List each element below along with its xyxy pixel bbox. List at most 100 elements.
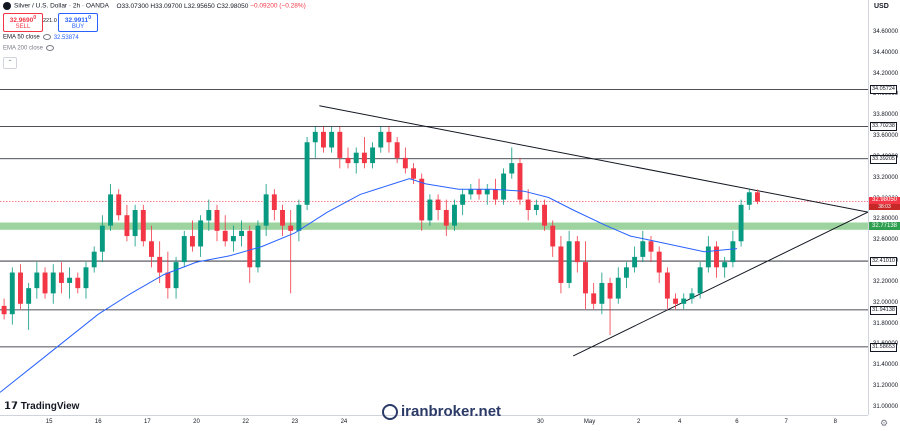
eye-off-icon[interactable] [46,45,55,51]
candle[interactable] [452,204,457,226]
price-axis[interactable]: USD 34.6000034.4000034.2000034.0000033.8… [868,0,900,415]
candle[interactable] [140,210,146,242]
collapse-legend-button[interactable]: ⌃ [3,57,17,69]
candle[interactable] [108,194,114,226]
candle[interactable] [132,210,138,237]
ema50-legend[interactable]: EMA 50 close 32.53874 [3,34,79,41]
symbol-title[interactable]: Silver / U.S. Dollar · 2h · OANDA [14,2,109,10]
candle[interactable] [222,230,228,242]
candle[interactable] [263,194,269,226]
candle[interactable] [714,246,719,268]
candle[interactable] [58,272,64,283]
candle[interactable] [558,246,564,283]
candle[interactable] [509,163,515,174]
candle[interactable] [206,210,212,221]
ema50-line[interactable] [0,178,738,393]
candle[interactable] [214,210,220,231]
candle[interactable] [574,241,580,263]
candle[interactable] [9,272,15,315]
candle[interactable] [165,272,171,289]
candle[interactable] [427,199,433,221]
candle[interactable] [271,194,277,210]
candle[interactable] [67,277,73,283]
time-axis[interactable]: 15 16 17 20 22 23 24 30 May 2 4 6 7 8 [0,415,868,431]
candle[interactable] [230,236,236,242]
candle[interactable] [361,152,367,164]
gear-icon[interactable]: ⚙ [880,418,889,428]
candle[interactable] [239,230,245,237]
candle[interactable] [124,215,130,237]
candle[interactable] [435,199,441,210]
candle[interactable] [157,256,163,273]
candle[interactable] [607,282,613,299]
candle[interactable] [91,251,97,268]
candle[interactable] [1,305,7,315]
candle[interactable] [730,241,736,263]
candle[interactable] [181,236,187,263]
candle[interactable] [533,204,539,210]
candle[interactable] [746,192,752,205]
candle[interactable] [419,178,425,221]
candle[interactable] [50,272,56,294]
candle[interactable] [722,262,728,268]
candle[interactable] [353,152,359,164]
candle[interactable] [247,230,253,268]
candle[interactable] [492,189,498,200]
candle[interactable] [18,272,23,304]
buy-button[interactable]: 32.99110 BUY [58,13,98,32]
candle[interactable] [370,147,376,164]
candle[interactable] [738,204,744,242]
candle[interactable] [542,204,548,226]
candle[interactable] [697,267,703,294]
candle[interactable] [189,236,195,247]
candle[interactable] [386,131,392,143]
candle[interactable] [632,256,638,268]
candle[interactable] [591,293,597,304]
candle[interactable] [583,262,588,294]
candle[interactable] [320,131,326,148]
candle[interactable] [99,225,105,252]
candle[interactable] [296,204,302,231]
candle[interactable] [550,225,556,247]
candle[interactable] [656,251,662,273]
candle[interactable] [304,142,310,205]
candle[interactable] [476,189,482,195]
candle[interactable] [337,131,343,158]
candle[interactable] [754,192,760,202]
candle[interactable] [460,194,466,205]
trendline-support[interactable] [572,211,868,357]
candle[interactable] [525,199,531,210]
candle[interactable] [623,267,629,278]
candle[interactable] [255,225,261,268]
tradingview-logo[interactable]: 𝟭𝟳 TradingView [4,401,79,412]
candle[interactable] [149,241,154,257]
candle[interactable] [394,142,400,158]
candle[interactable] [615,277,621,299]
candle[interactable] [312,131,318,143]
candle[interactable] [673,298,679,304]
candle[interactable] [402,157,408,169]
sell-button[interactable]: 32.96900 SELL [3,13,43,32]
candle[interactable] [705,246,711,268]
candle[interactable] [468,189,474,195]
candle[interactable] [288,225,294,231]
candle[interactable] [681,298,687,304]
price-chart[interactable] [0,0,868,415]
candle[interactable] [173,262,179,289]
eye-icon[interactable] [42,34,51,40]
candle[interactable] [345,157,351,164]
candle[interactable] [198,220,204,247]
candle[interactable] [501,173,507,200]
candle[interactable] [517,163,523,200]
candle[interactable] [34,272,40,289]
candle[interactable] [566,241,572,283]
candle[interactable] [443,210,449,226]
candle[interactable] [42,272,48,294]
candle[interactable] [484,189,490,195]
ema200-legend[interactable]: EMA 200 close [3,45,55,52]
candle[interactable] [329,131,335,148]
candle[interactable] [26,288,32,304]
candle[interactable] [411,168,416,179]
candle[interactable] [640,241,646,257]
candle[interactable] [75,277,81,289]
